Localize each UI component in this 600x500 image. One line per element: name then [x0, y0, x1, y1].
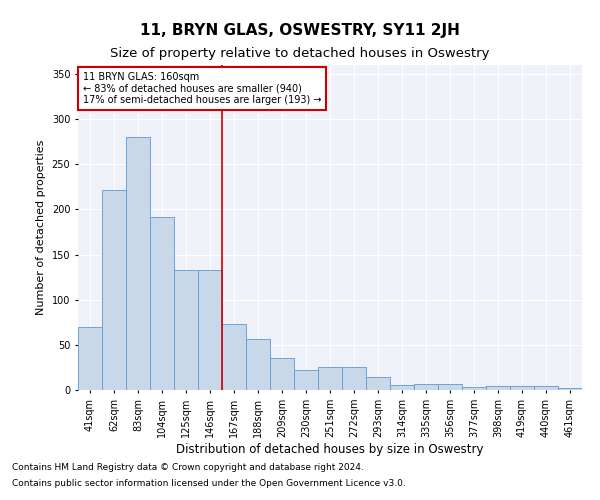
Bar	[78, 327, 102, 390]
Bar	[102, 190, 126, 390]
Text: Size of property relative to detached houses in Oswestry: Size of property relative to detached ho…	[110, 48, 490, 60]
Bar	[222, 324, 246, 390]
Bar	[126, 137, 150, 390]
X-axis label: Distribution of detached houses by size in Oswestry: Distribution of detached houses by size …	[176, 442, 484, 456]
Bar	[510, 386, 534, 390]
Bar	[294, 370, 318, 390]
Text: 11, BRYN GLAS, OSWESTRY, SY11 2JH: 11, BRYN GLAS, OSWESTRY, SY11 2JH	[140, 22, 460, 38]
Bar	[414, 384, 438, 390]
Bar	[438, 384, 462, 390]
Bar	[198, 270, 222, 390]
Bar	[270, 358, 294, 390]
Bar	[390, 386, 414, 390]
Bar	[486, 386, 510, 390]
Bar	[150, 216, 174, 390]
Y-axis label: Number of detached properties: Number of detached properties	[36, 140, 46, 315]
Text: 11 BRYN GLAS: 160sqm
← 83% of detached houses are smaller (940)
17% of semi-deta: 11 BRYN GLAS: 160sqm ← 83% of detached h…	[83, 72, 322, 104]
Bar	[246, 338, 270, 390]
Bar	[342, 368, 366, 390]
Bar	[318, 368, 342, 390]
Bar	[174, 270, 198, 390]
Bar	[534, 386, 558, 390]
Text: Contains HM Land Registry data © Crown copyright and database right 2024.: Contains HM Land Registry data © Crown c…	[12, 464, 364, 472]
Bar	[462, 388, 486, 390]
Bar	[558, 388, 582, 390]
Bar	[366, 378, 390, 390]
Text: Contains public sector information licensed under the Open Government Licence v3: Contains public sector information licen…	[12, 478, 406, 488]
